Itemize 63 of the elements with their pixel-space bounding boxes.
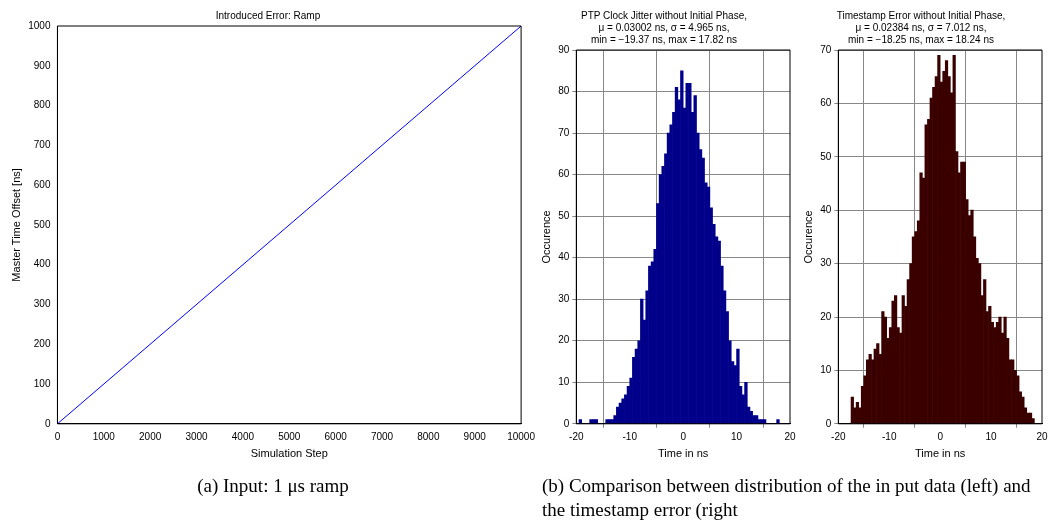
y-tick-label: 70	[558, 126, 570, 138]
chart-title: PTP Clock Jitter without Initial Phase,	[581, 9, 747, 21]
x-tick-label: -10	[882, 430, 897, 442]
y-tick-label: 40	[558, 251, 570, 263]
y-tick-label: 50	[820, 150, 832, 162]
y-tick-label: 700	[33, 139, 51, 151]
y-tick-label: 800	[33, 99, 51, 111]
x-tick-label: 3000	[185, 430, 209, 442]
y-tick-label: 30	[820, 257, 832, 269]
y-axis-title: Occurence	[801, 210, 814, 264]
y-tick-label: 600	[33, 178, 51, 190]
y-tick-label: 100	[33, 377, 51, 389]
y-tick-label: 0	[825, 417, 832, 429]
chart-title: Introduced Error: Ramp	[215, 9, 321, 21]
x-tick-label: 20	[1036, 430, 1048, 442]
y-tick-label: 1000	[28, 19, 51, 31]
x-tick-label: 10	[731, 430, 743, 442]
x-tick-label: 0	[937, 430, 944, 442]
x-tick-label: 5000	[278, 430, 301, 442]
x-tick-label: 0	[680, 430, 687, 442]
y-tick-label: 200	[33, 337, 51, 349]
chart-subtitle: μ = 0.02384 ns, σ = 7.012 ns, min = −18.25 ns, max = 18.24 ns	[848, 21, 994, 45]
y-tick-label: 10	[820, 364, 832, 376]
y-tick-label: 60	[558, 168, 570, 180]
y-tick-label: 0	[44, 417, 51, 429]
y-tick-label: 900	[33, 59, 51, 71]
x-tick-label: 4000	[231, 430, 255, 442]
y-tick-label: 300	[33, 298, 51, 310]
x-tick-label: 1000	[92, 430, 116, 442]
y-axis-title: Master Time Offset [ns]	[9, 168, 22, 282]
y-tick-label: 20	[558, 334, 570, 346]
y-tick-label: 40	[820, 203, 832, 215]
y-tick-label: 10	[558, 376, 570, 388]
x-tick-label: 0	[54, 430, 61, 442]
chart-title: Timestamp Error without Initial Phase,	[836, 9, 1006, 21]
y-tick-label: 80	[558, 85, 570, 97]
y-tick-label: 0	[563, 417, 570, 429]
x-tick-label: 10	[985, 430, 998, 442]
x-axis-title: Time in ns	[915, 447, 966, 460]
text: (a) Input: 1 μs ramp	[196, 474, 350, 498]
y-tick-label: 400	[33, 258, 51, 270]
x-tick-label: 9000	[463, 430, 487, 442]
text: (b) Comparison between distribution of the in put data (left) and the timestamp error (right	[542, 474, 1032, 522]
x-tick-label: -10	[622, 430, 638, 442]
y-tick-label: 50	[558, 209, 570, 221]
x-axis-title: Time in ns	[658, 447, 709, 460]
x-tick-label: 20	[784, 430, 796, 442]
x-tick-label: -20	[831, 430, 846, 442]
y-tick-label: 70	[820, 43, 832, 55]
y-axis-title: Occurence	[539, 210, 552, 264]
y-tick-label: 30	[558, 292, 570, 304]
x-tick-label: 7000	[370, 430, 394, 442]
x-tick-label: 8000	[417, 430, 440, 442]
y-tick-label: 90	[558, 43, 570, 55]
x-axis-title: Simulation Step	[250, 447, 328, 460]
x-tick-label: 2000	[139, 430, 162, 442]
x-tick-label: 10000	[507, 430, 536, 442]
y-tick-label: 500	[33, 218, 51, 230]
y-tick-label: 60	[820, 97, 832, 109]
chart-subtitle: μ = 0.03002 ns, σ = 4.965 ns, min = −19.37 ns, max = 17.82 ns	[591, 21, 737, 45]
x-tick-label: 6000	[324, 430, 348, 442]
y-tick-label: 20	[820, 310, 832, 322]
x-tick-label: -20	[569, 430, 584, 442]
